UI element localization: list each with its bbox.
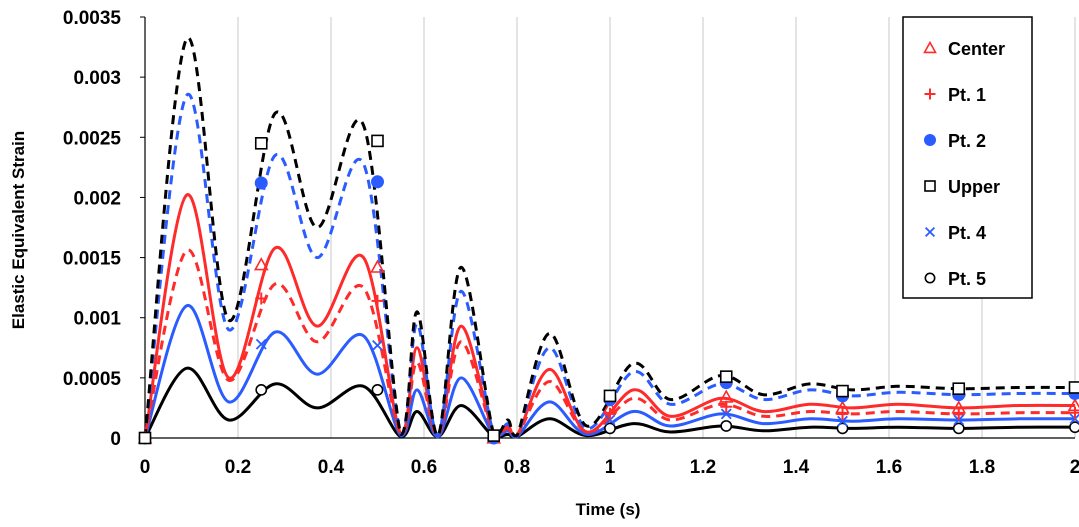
y-tick-label: 0.0005: [63, 369, 122, 390]
legend-label-upper: Upper: [948, 177, 1000, 197]
legend-marker-pt-4: [924, 226, 936, 238]
marker-pt-5: [255, 383, 268, 396]
marker-pt-4-b: [953, 414, 965, 426]
y-tick-label: 0.0035: [63, 8, 122, 29]
legend: Center Pt. 1 Pt. 2 Upper Pt. 4 Pt. 5: [902, 16, 1033, 299]
marker-pt-5: [720, 420, 733, 432]
legend-marker-pt-4-b: [924, 226, 936, 238]
marker-pt-1: [371, 294, 384, 307]
x-tick-label: 1.4: [783, 457, 810, 478]
marker-pt-4: [953, 414, 965, 426]
y-tick-label: 0.003: [73, 68, 121, 89]
x-axis-title: Time (s): [576, 500, 641, 519]
series-line-pt-4: [143, 304, 1076, 439]
marker-upper: [719, 370, 733, 383]
marker-pt-5: [1069, 421, 1079, 434]
marker-pt-4: [837, 415, 848, 427]
marker-upper: [254, 137, 268, 150]
tick-labels: 0 0.2 0.4 0.6 0.8 1 1.2 1.4 1.6 1.8 2 0 0.0005 0.001 0…: [63, 8, 1079, 478]
legend-marker-center: [923, 40, 937, 54]
x-tick-label: 1.8: [969, 457, 995, 478]
series-line-upper: [143, 36, 1076, 439]
legend-marker-pt-5: [924, 272, 936, 284]
marker-upper: [603, 389, 617, 403]
marker-center: [718, 389, 734, 403]
marker-center: [253, 257, 269, 271]
marker-pt-4-b: [837, 415, 848, 427]
marker-pt-1: [720, 400, 733, 413]
x-tick-label: 0.8: [504, 457, 530, 478]
marker-upper: [371, 134, 384, 148]
legend-label-pt-1: Pt. 1: [948, 85, 986, 105]
legend-marker-pt-1: [924, 88, 936, 100]
y-tick-label: 0: [110, 429, 121, 450]
marker-pt-1: [836, 407, 849, 420]
legend-marker-pt-2: [924, 134, 936, 146]
x-tick-label: 2: [1070, 457, 1079, 478]
y-axis-title: Elastic Equivalent Strain: [9, 131, 28, 329]
marker-pt-4-b: [1069, 413, 1079, 425]
marker-upper: [836, 384, 849, 398]
marker-pt-4-b: [372, 339, 383, 351]
marker-pt-4-b: [255, 338, 267, 350]
x-tick-label: 0: [140, 457, 151, 478]
marker-pt-1: [1069, 406, 1079, 419]
legend-marker-upper: [924, 180, 936, 192]
x-tick-label: 0.4: [318, 457, 345, 478]
x-tick-label: 0.6: [411, 457, 437, 478]
marker-pt-2: [371, 175, 384, 189]
marker-upper: [952, 382, 966, 395]
x-tick-label: 1.2: [690, 457, 716, 478]
marker-pt-2: [254, 176, 268, 190]
legend-label-pt-2: Pt. 2: [948, 131, 986, 151]
marker-upper: [1068, 381, 1079, 394]
legend-label-pt-4: Pt. 4: [948, 223, 986, 243]
marker-pt-5: [952, 422, 965, 435]
x-tick-label: 0.2: [225, 457, 251, 478]
marker-upper: [138, 431, 152, 445]
marker-pt-1: [952, 407, 965, 420]
marker-group: [137, 134, 1079, 445]
marker-upper: [487, 429, 501, 442]
x-tick-label: 1.6: [876, 457, 902, 478]
marker-pt-4: [255, 338, 267, 350]
y-tick-label: 0.0025: [63, 128, 122, 149]
legend-label-pt-5: Pt. 5: [948, 269, 986, 289]
marker-pt-4-b: [604, 414, 616, 426]
legend-box: [902, 16, 1033, 299]
marker-pt-4: [604, 414, 616, 426]
marker-pt-5: [371, 383, 384, 396]
y-tick-label: 0.002: [73, 188, 121, 209]
marker-pt-5: [836, 422, 849, 435]
marker-center: [370, 259, 385, 273]
y-tick-label: 0.001: [73, 309, 121, 330]
x-tick-label: 1: [605, 457, 616, 478]
legend-label-center: Center: [948, 39, 1005, 59]
marker-pt-5: [604, 422, 616, 435]
marker-pt-4-b: [720, 408, 732, 420]
marker-pt-4: [1069, 413, 1079, 425]
marker-pt-1: [255, 292, 268, 305]
marker-pt-4: [372, 339, 383, 351]
y-tick-label: 0.0015: [63, 249, 122, 270]
marker-pt-4: [720, 408, 732, 420]
marker-pt-1: [604, 407, 616, 420]
